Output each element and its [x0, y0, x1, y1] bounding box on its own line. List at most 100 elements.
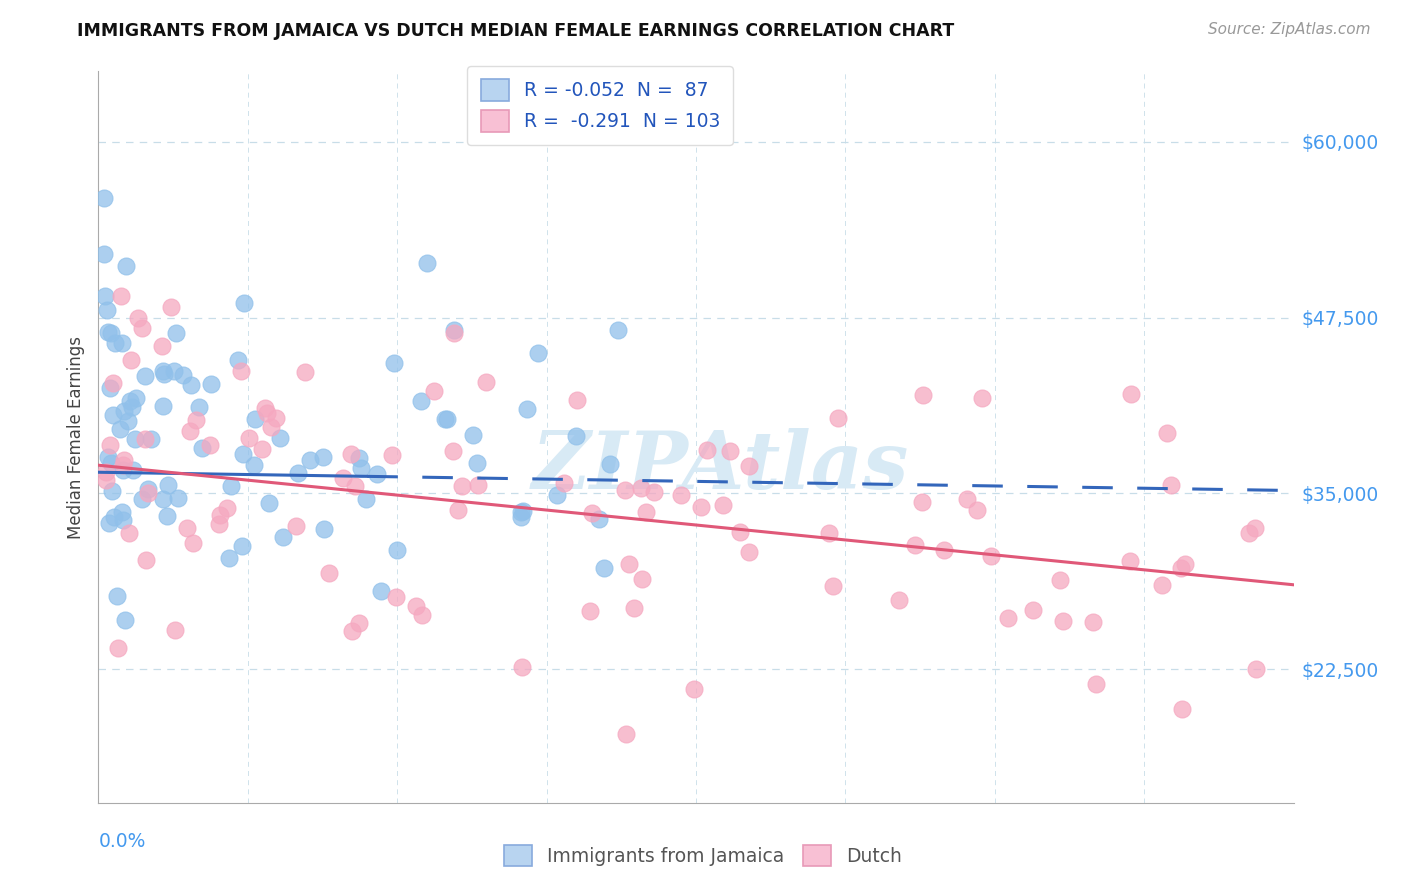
Point [512, 504, 534, 518]
Point [243, 458, 266, 472]
Point [134, 432, 156, 446]
Point [467, 478, 489, 492]
Point [579, 604, 602, 618]
Point [243, 412, 266, 426]
Point [904, 538, 927, 552]
Point [256, 406, 278, 420]
Point [565, 393, 588, 408]
Point [366, 467, 388, 481]
Point [176, 521, 198, 535]
Point [911, 495, 934, 509]
Point [124, 432, 146, 446]
Point [411, 393, 433, 408]
Point [970, 391, 993, 405]
Point [423, 384, 446, 398]
Point [461, 428, 484, 442]
Point [405, 599, 427, 614]
Point [1049, 573, 1071, 587]
Point [636, 505, 658, 519]
Point [112, 452, 135, 467]
Point [120, 393, 142, 408]
Point [152, 399, 174, 413]
Point [111, 513, 134, 527]
Point [718, 443, 741, 458]
Point [184, 413, 207, 427]
Point [93, 247, 115, 261]
Point [97, 450, 120, 464]
Point [269, 431, 291, 445]
Point [614, 727, 637, 741]
Point [218, 550, 240, 565]
Point [354, 492, 377, 507]
Point [97, 325, 120, 339]
Point [738, 545, 761, 559]
Point [312, 522, 335, 536]
Point [294, 365, 316, 379]
Point [110, 289, 132, 303]
Point [229, 364, 252, 378]
Point [165, 623, 187, 637]
Point [107, 640, 129, 655]
Point [100, 456, 122, 470]
Point [232, 447, 254, 461]
Point [382, 356, 405, 370]
Point [1084, 677, 1107, 691]
Point [103, 509, 125, 524]
Point [125, 391, 148, 405]
Point [932, 543, 955, 558]
Point [343, 479, 366, 493]
Point [411, 607, 433, 622]
Point [817, 526, 839, 541]
Point [121, 400, 143, 414]
Point [1170, 701, 1192, 715]
Point [226, 353, 249, 368]
Point [165, 326, 187, 340]
Point [669, 488, 692, 502]
Point [136, 485, 159, 500]
Point [451, 478, 474, 492]
Point [1081, 615, 1104, 629]
Point [312, 450, 335, 465]
Point [1022, 602, 1045, 616]
Point [94, 465, 117, 479]
Point [188, 400, 211, 414]
Point [599, 458, 621, 472]
Point [100, 326, 122, 340]
Point [436, 411, 458, 425]
Point [631, 572, 654, 586]
Point [198, 437, 221, 451]
Point [546, 488, 568, 502]
Point [1052, 614, 1074, 628]
Point [416, 256, 439, 270]
Point [593, 560, 616, 574]
Legend: R = -0.052  N =  87, R =  -0.291  N = 103: R = -0.052 N = 87, R = -0.291 N = 103 [467, 66, 734, 145]
Point [347, 616, 370, 631]
Point [510, 505, 533, 519]
Point [135, 553, 157, 567]
Point [1243, 521, 1265, 535]
Point [93, 289, 115, 303]
Point [912, 388, 935, 402]
Point [696, 442, 718, 457]
Point [956, 492, 979, 507]
Point [287, 467, 309, 481]
Legend: Immigrants from Jamaica, Dutch: Immigrants from Jamaica, Dutch [496, 837, 910, 873]
Point [443, 322, 465, 336]
Point [441, 443, 464, 458]
Point [254, 401, 277, 416]
Point [821, 579, 844, 593]
Point [98, 516, 121, 530]
Point [827, 410, 849, 425]
Point [349, 451, 371, 466]
Point [728, 525, 751, 540]
Point [510, 659, 533, 673]
Point [134, 368, 156, 383]
Point [101, 483, 124, 498]
Point [150, 338, 173, 352]
Point [156, 508, 179, 523]
Point [191, 441, 214, 455]
Point [181, 536, 204, 550]
Point [167, 491, 190, 506]
Point [233, 296, 256, 310]
Point [683, 681, 706, 696]
